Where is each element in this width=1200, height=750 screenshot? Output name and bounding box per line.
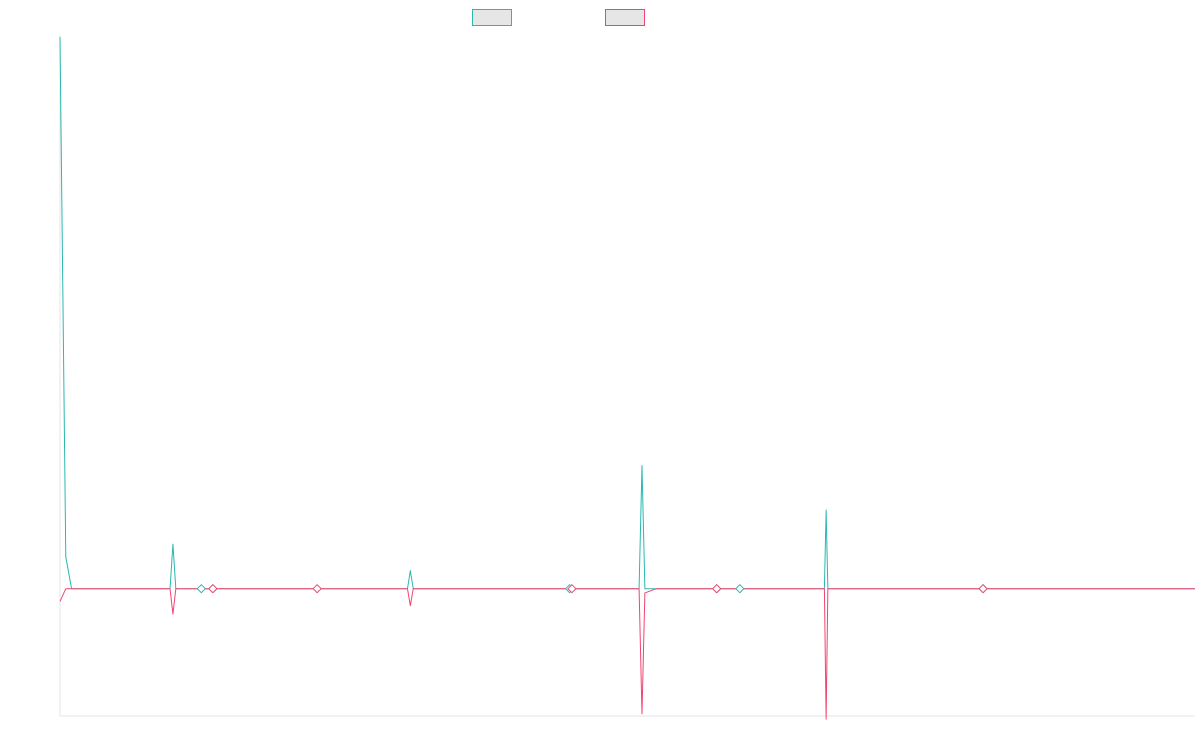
series-line-2 — [59, 588, 1195, 720]
series-2-marker-3 — [567, 583, 577, 594]
series-1-marker-1 — [196, 583, 207, 594]
axes — [59, 35, 1195, 717]
series-line-1 — [59, 36, 1195, 590]
series-2-marker-4 — [711, 583, 722, 594]
series-layer — [59, 36, 1195, 720]
series-2-marker-5 — [978, 583, 988, 594]
legend[interactable] — [472, 9, 645, 26]
series-2-marker-2 — [312, 583, 322, 594]
legend-swatch-2[interactable] — [605, 9, 645, 26]
series-1-marker-5 — [735, 583, 745, 594]
legend-swatch-1[interactable] — [472, 9, 512, 26]
marker-layer — [196, 583, 988, 594]
series-2-marker-1 — [208, 583, 218, 594]
